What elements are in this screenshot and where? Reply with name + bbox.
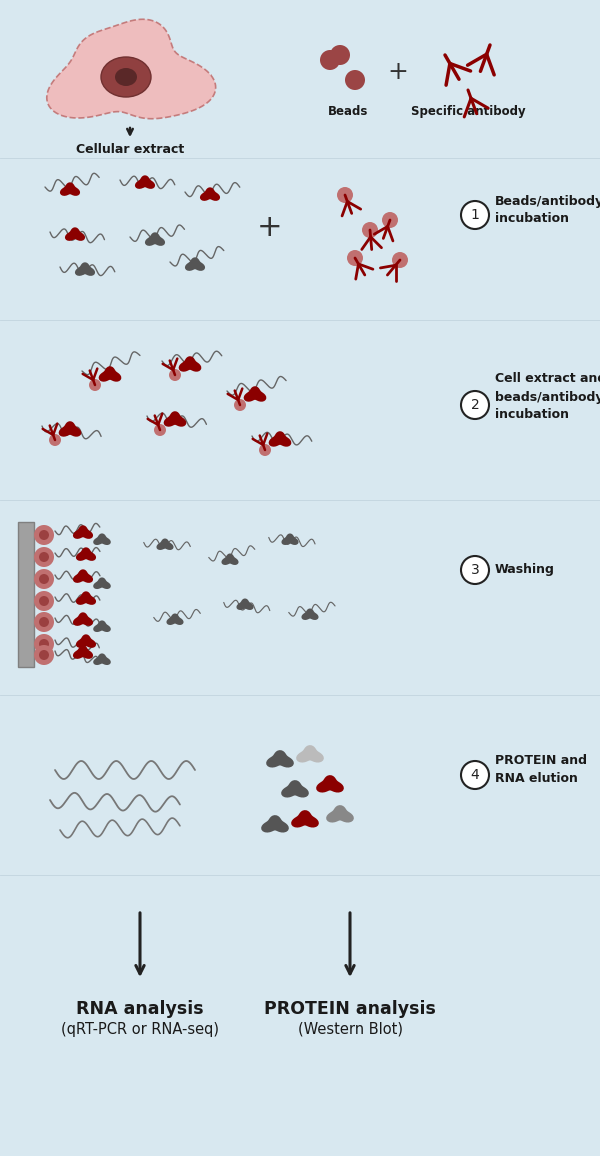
Circle shape [337,187,353,203]
Circle shape [382,212,398,228]
Circle shape [34,569,54,590]
Circle shape [461,201,489,229]
Circle shape [461,391,489,418]
Polygon shape [266,750,294,768]
Polygon shape [157,539,173,550]
Circle shape [259,444,271,455]
Circle shape [330,45,350,65]
Circle shape [89,379,101,391]
Polygon shape [93,621,111,632]
Circle shape [34,525,54,544]
Polygon shape [185,258,205,271]
Polygon shape [301,608,319,620]
Polygon shape [76,592,96,605]
Text: Cellular extract: Cellular extract [76,143,184,156]
Polygon shape [93,577,111,590]
Circle shape [39,617,49,627]
Circle shape [39,639,49,649]
Polygon shape [75,262,95,276]
Circle shape [234,399,246,412]
Text: (qRT-PCR or RNA-seq): (qRT-PCR or RNA-seq) [61,1022,219,1037]
Text: +: + [388,60,409,84]
Circle shape [392,252,408,268]
Text: PROTEIN analysis: PROTEIN analysis [264,1000,436,1018]
Polygon shape [65,228,85,240]
Circle shape [39,529,49,540]
Polygon shape [73,645,93,659]
Polygon shape [73,569,93,583]
Text: PROTEIN and
RNA elution: PROTEIN and RNA elution [495,755,587,785]
Text: Beads: Beads [328,105,368,118]
Circle shape [362,222,378,238]
Polygon shape [200,187,220,201]
Circle shape [34,612,54,632]
Polygon shape [164,412,187,427]
Circle shape [34,645,54,665]
Text: Cell extract and
beads/antibody
incubation: Cell extract and beads/antibody incubati… [495,372,600,422]
Polygon shape [221,554,239,565]
Circle shape [345,71,365,90]
Circle shape [39,575,49,584]
Circle shape [34,633,54,654]
Text: Beads/antibody
incubation: Beads/antibody incubation [495,194,600,225]
Polygon shape [73,613,93,625]
Polygon shape [236,599,254,610]
Polygon shape [73,525,93,539]
Text: Specific antibody: Specific antibody [410,105,526,118]
Text: 2: 2 [470,398,479,412]
Circle shape [461,761,489,790]
Circle shape [461,556,489,584]
Circle shape [34,547,54,566]
Polygon shape [244,386,266,402]
Circle shape [39,553,49,562]
Circle shape [320,50,340,71]
Ellipse shape [115,68,137,86]
Polygon shape [93,653,111,665]
Text: 4: 4 [470,768,479,781]
Bar [18,523,34,667]
Polygon shape [326,805,354,823]
Polygon shape [296,746,324,763]
Polygon shape [135,176,155,188]
Polygon shape [281,780,309,798]
Text: Washing: Washing [495,563,555,577]
Text: (Western Blot): (Western Blot) [298,1022,403,1037]
Text: RNA analysis: RNA analysis [76,1000,204,1018]
Circle shape [347,250,363,266]
Polygon shape [179,356,202,372]
Circle shape [49,434,61,446]
Polygon shape [145,232,165,246]
Polygon shape [59,421,82,437]
Polygon shape [98,366,121,381]
Circle shape [39,596,49,606]
Polygon shape [261,815,289,832]
Polygon shape [281,533,299,544]
Polygon shape [47,20,215,119]
Text: +: + [257,214,283,243]
Polygon shape [291,810,319,828]
Text: 1: 1 [470,208,479,222]
Polygon shape [316,776,344,793]
Circle shape [39,650,49,660]
Polygon shape [93,533,111,544]
Polygon shape [76,547,96,561]
Polygon shape [60,183,80,195]
Polygon shape [269,431,292,446]
Circle shape [154,424,166,436]
Circle shape [34,591,54,612]
Ellipse shape [101,57,151,97]
Polygon shape [76,635,96,647]
Circle shape [169,369,181,381]
Text: 3: 3 [470,563,479,577]
Polygon shape [166,614,184,625]
